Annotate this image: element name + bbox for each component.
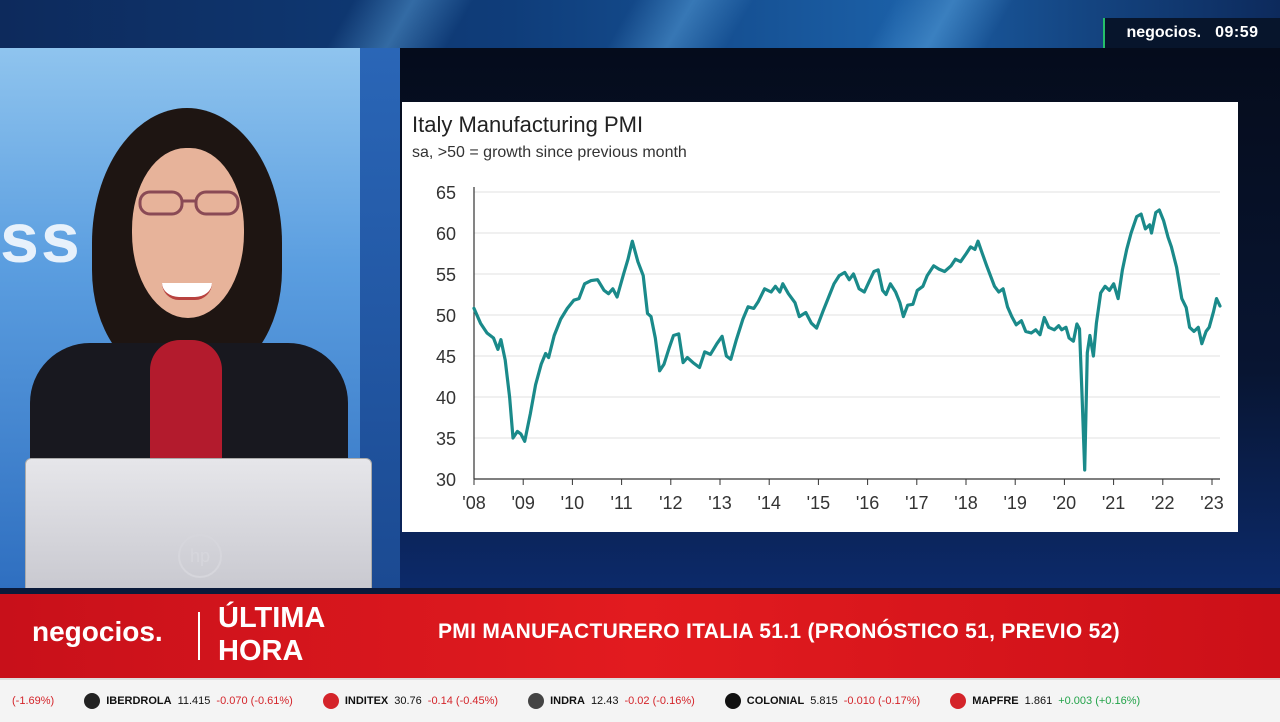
y-tick-label: 35 (436, 429, 456, 449)
stock-ticker: (-1.69%) IBERDROLA 11.415 -0.070 (-0.61%) IN… (0, 678, 1280, 722)
x-tick-label: '14 (757, 493, 780, 513)
glasses-icon (138, 190, 240, 216)
channel-logo: negocios. (1126, 24, 1202, 41)
light-beam (606, 0, 754, 48)
breaking-label-line2: HORA (218, 635, 304, 667)
ticker-change: -0.010 (-0.17%) (843, 695, 921, 707)
x-tick-label: '18 (954, 493, 977, 513)
y-tick-label: 55 (436, 265, 456, 285)
ticker-item: INDRA 12.43 -0.02 (-0.16%) (528, 693, 695, 709)
ticker-value: 11.415 (177, 695, 211, 707)
banner-logo: negocios. (32, 616, 163, 647)
ticker-item: INDITEX 30.76 -0.14 (-0.45%) (322, 693, 499, 709)
ticker-change: -0.14 (-0.45%) (427, 695, 499, 707)
y-tick-label: 30 (436, 470, 456, 490)
x-tick-label: '11 (611, 493, 633, 513)
company-logo-icon (528, 693, 545, 709)
y-tick-label: 45 (436, 347, 456, 367)
chart-title: Italy Manufacturing PMI (412, 112, 644, 137)
x-tick-label: '23 (1200, 493, 1223, 513)
ticker-item: MAPFRE 1.861 +0.003 (+0.16%) (950, 693, 1140, 709)
breaking-news-banner: negocios. ÚLTIMA HORA PMI MANUFACTURERO … (0, 594, 1280, 678)
channel-bug: negocios. 09:59 (1103, 18, 1280, 48)
company-logo-icon (322, 693, 339, 709)
studio-top-bar (0, 0, 1280, 48)
ticker-value: 12.43 (590, 695, 619, 707)
laptop: hp (25, 458, 372, 588)
light-beam (326, 0, 474, 48)
ticker-change: (-1.69%) (12, 695, 55, 707)
x-tick-label: '13 (708, 493, 731, 513)
ticker-name: MAPFRE (972, 695, 1019, 707)
breaking-label: ÚLTIMA HORA (218, 602, 325, 668)
presenter-video: ss nn hp (0, 48, 400, 588)
breaking-label-line1: ÚLTIMA (218, 602, 326, 634)
ticker-change: +0.003 (+0.16%) (1058, 695, 1141, 707)
ticker-value: 5.815 (810, 695, 838, 707)
ticker-item: COLONIAL 5.815 -0.010 (-0.17%) (724, 693, 921, 709)
x-tick-label: '09 (511, 493, 534, 513)
ticker-change: -0.02 (-0.16%) (624, 695, 695, 707)
x-tick-label: '17 (905, 493, 928, 513)
ticker-name: INDITEX (344, 695, 389, 707)
x-tick-label: '12 (659, 493, 682, 513)
ticker-change: -0.070 (-0.61%) (216, 695, 293, 707)
y-tick-label: 50 (436, 306, 456, 326)
y-tick-label: 40 (436, 388, 456, 408)
laptop-logo-icon: hp (178, 534, 222, 578)
company-logo-icon (724, 693, 741, 709)
company-logo-icon (84, 693, 101, 709)
x-tick-label: '08 (462, 493, 485, 513)
x-tick-label: '21 (1102, 493, 1125, 513)
pmi-line-chart: 30 35 40 45 50 55 60 65 '08 '09 '10 '11 '12 '13 '14 '15… (436, 183, 1224, 513)
x-tick-label: '19 (1003, 493, 1026, 513)
x-tick-label: '22 (1151, 493, 1174, 513)
company-logo-icon (950, 693, 967, 709)
ticker-value: 1.861 (1024, 695, 1053, 707)
ticker-name: IBERDROLA (106, 695, 172, 707)
y-tick-label: 65 (436, 183, 456, 203)
ticker-name: COLONIAL (746, 695, 805, 707)
x-tick-label: '20 (1053, 493, 1076, 513)
ticker-value: 30.76 (394, 695, 422, 707)
x-tick-label: '16 (856, 493, 879, 513)
banner-headline: PMI MANUFACTURERO ITALIA 51.1 (PRONÓSTIC… (438, 620, 1120, 643)
x-tick-label: '10 (561, 493, 584, 513)
chart-subtitle: sa, >50 = growth since previous month (412, 144, 687, 161)
ticker-item: (-1.69%) (0, 695, 54, 707)
ticker-name: INDRA (550, 695, 585, 707)
clock: 09:59 (1215, 24, 1259, 41)
ticker-item: IBERDROLA 11.415 -0.070 (-0.61%) (84, 693, 293, 709)
presenter-smile (162, 283, 212, 300)
x-tick-label: '15 (807, 493, 830, 513)
light-beam (866, 0, 1014, 48)
y-tick-label: 60 (436, 224, 456, 244)
pmi-series-line (472, 208, 1222, 472)
chart-card: Italy Manufacturing PMI sa, >50 = growth… (402, 102, 1238, 532)
banner-divider (198, 612, 200, 660)
